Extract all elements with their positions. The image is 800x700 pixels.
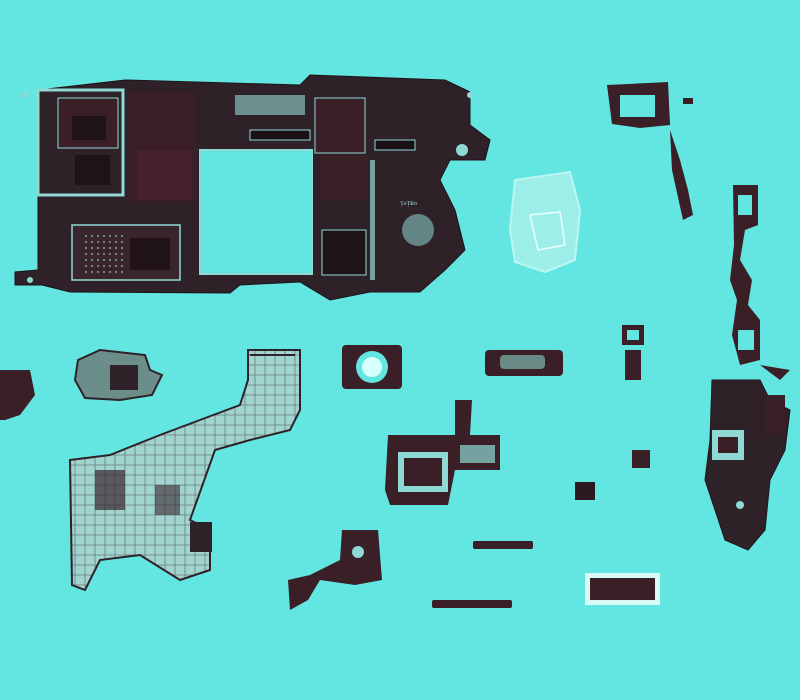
loudspeaker bbox=[585, 573, 660, 605]
sensor-chip bbox=[632, 450, 650, 468]
home-key bbox=[485, 350, 563, 376]
headphone-jack bbox=[288, 530, 382, 610]
earpiece-flex bbox=[607, 82, 693, 220]
sim-card-board bbox=[385, 400, 500, 505]
vibration-motor bbox=[575, 482, 595, 500]
clear-shield-bracket bbox=[508, 170, 582, 274]
main-flex-cable bbox=[68, 349, 301, 592]
camera-lens bbox=[342, 345, 402, 389]
charging-port-board bbox=[704, 379, 791, 551]
power-button-flex bbox=[432, 600, 512, 608]
left-edge-part bbox=[0, 370, 35, 420]
front-camera-module bbox=[622, 325, 644, 380]
main-logic-board: ᴉᴏᴉɐᴏ bbox=[14, 74, 491, 301]
small-chip-board bbox=[73, 348, 164, 402]
home-button-flex bbox=[730, 185, 790, 380]
volume-button-flex bbox=[473, 541, 533, 549]
board-label: ᴉᴏᴉɐᴏ bbox=[400, 200, 417, 207]
